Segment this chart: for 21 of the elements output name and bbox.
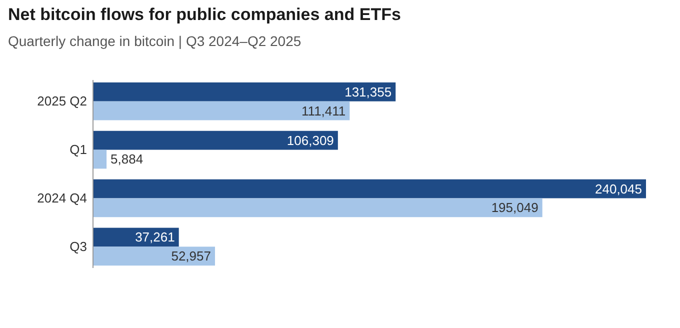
- data-label: 52,957: [171, 248, 211, 264]
- bar: [93, 82, 396, 102]
- bar: [93, 179, 646, 198]
- bar: [93, 246, 215, 266]
- data-label: 5,884: [110, 152, 144, 167]
- y-tick-label: Q1: [70, 142, 87, 157]
- y-tick-label: 2025 Q2: [37, 93, 87, 108]
- data-label: 111,411: [302, 103, 346, 118]
- y-tick-label: 2024 Q4: [37, 190, 87, 206]
- data-label: 240,045: [595, 181, 642, 196]
- bar: [93, 198, 542, 218]
- bar: [93, 150, 107, 169]
- chart-subtitle: Quarterly change in bitcoin | Q3 2024–Q2 2025: [8, 33, 302, 49]
- data-label: 106,309: [286, 132, 334, 148]
- data-label: 195,049: [491, 200, 538, 216]
- chart-title: Net bitcoin flows for public companies and ETFs: [8, 5, 401, 24]
- bar: [93, 101, 350, 120]
- data-label: 37,261: [135, 230, 175, 245]
- data-label: 131,355: [344, 84, 392, 100]
- bar: [93, 130, 338, 150]
- y-tick-label: Q3: [70, 238, 87, 254]
